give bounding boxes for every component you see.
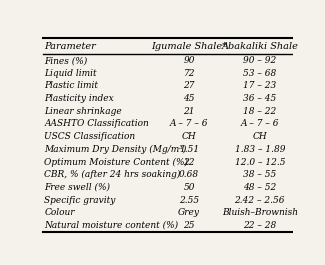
Text: 1.51: 1.51 bbox=[179, 145, 199, 154]
Text: 2.55: 2.55 bbox=[179, 196, 199, 205]
Text: 12.0 – 12.5: 12.0 – 12.5 bbox=[235, 157, 285, 166]
Text: 22 – 28: 22 – 28 bbox=[243, 221, 276, 230]
Text: A – 7 – 6: A – 7 – 6 bbox=[240, 120, 279, 129]
Text: Natural moisture content (%): Natural moisture content (%) bbox=[45, 221, 178, 230]
Text: Colour: Colour bbox=[45, 208, 75, 217]
Text: 18 – 22: 18 – 22 bbox=[243, 107, 276, 116]
Text: Specific gravity: Specific gravity bbox=[45, 196, 116, 205]
Text: 90 – 92: 90 – 92 bbox=[243, 56, 276, 65]
Text: Liquid limit: Liquid limit bbox=[45, 69, 97, 78]
Text: 72: 72 bbox=[184, 69, 195, 78]
Text: 0.68: 0.68 bbox=[179, 170, 199, 179]
Text: A – 7 – 6: A – 7 – 6 bbox=[170, 120, 208, 129]
Text: CBR, % (after 24 hrs soaking): CBR, % (after 24 hrs soaking) bbox=[45, 170, 181, 179]
Text: 53 – 68: 53 – 68 bbox=[243, 69, 276, 78]
Text: Fines (%): Fines (%) bbox=[45, 56, 88, 65]
Text: 27: 27 bbox=[184, 81, 195, 90]
Text: 17 – 23: 17 – 23 bbox=[243, 81, 276, 90]
Text: Abakaliki Shale: Abakaliki Shale bbox=[221, 42, 298, 51]
Text: Igumale Shale*: Igumale Shale* bbox=[151, 42, 227, 51]
Text: Parameter: Parameter bbox=[45, 42, 96, 51]
Text: 36 – 45: 36 – 45 bbox=[243, 94, 276, 103]
Text: AASHTO Classification: AASHTO Classification bbox=[45, 120, 149, 129]
Text: 90: 90 bbox=[184, 56, 195, 65]
Text: USCS Classification: USCS Classification bbox=[45, 132, 136, 141]
Text: Maximum Dry Density (Mg/m³): Maximum Dry Density (Mg/m³) bbox=[45, 145, 187, 154]
Text: 50: 50 bbox=[184, 183, 195, 192]
Text: 25: 25 bbox=[184, 221, 195, 230]
Text: 1.83 – 1.89: 1.83 – 1.89 bbox=[235, 145, 285, 154]
Text: 22: 22 bbox=[184, 157, 195, 166]
Text: CH: CH bbox=[182, 132, 197, 141]
Text: 2.42 – 2.56: 2.42 – 2.56 bbox=[235, 196, 285, 205]
Text: Grey: Grey bbox=[178, 208, 200, 217]
Text: Optimum Moisture Content (%): Optimum Moisture Content (%) bbox=[45, 157, 188, 167]
Text: CH: CH bbox=[253, 132, 267, 141]
Text: 38 – 55: 38 – 55 bbox=[243, 170, 276, 179]
Text: Linear shrinkage: Linear shrinkage bbox=[45, 107, 122, 116]
Text: 45: 45 bbox=[184, 94, 195, 103]
Text: Plasticity index: Plasticity index bbox=[45, 94, 114, 103]
Text: Plastic limit: Plastic limit bbox=[45, 81, 98, 90]
Text: 48 – 52: 48 – 52 bbox=[243, 183, 276, 192]
Text: Bluish–Brownish: Bluish–Brownish bbox=[222, 208, 298, 217]
Text: Free swell (%): Free swell (%) bbox=[45, 183, 111, 192]
Text: 21: 21 bbox=[184, 107, 195, 116]
